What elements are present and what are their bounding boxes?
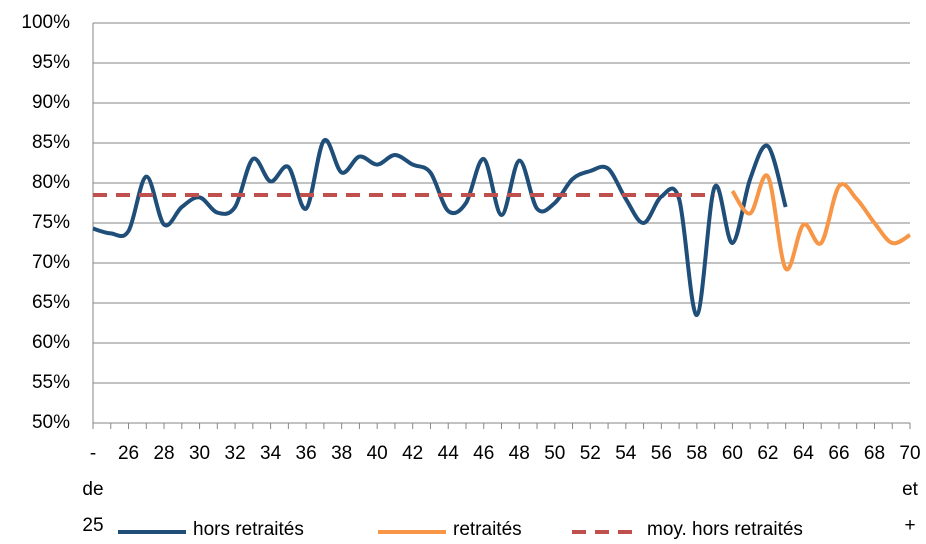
x-tick-label: 70 et +	[899, 443, 921, 536]
y-tick-label: 50%	[32, 412, 70, 433]
x-tick-label: 62	[757, 443, 779, 464]
x-tick-label: 42	[402, 443, 424, 464]
series-line	[730, 173, 912, 272]
x-tick-label: 28	[153, 443, 175, 464]
y-tick-label: 85%	[32, 132, 70, 153]
x-tick-label: 50	[544, 443, 566, 464]
x-tick-label: 56	[650, 443, 672, 464]
y-tick-label: 75%	[32, 212, 70, 233]
y-tick-label: 90%	[32, 92, 70, 113]
x-tick-label: 60	[721, 443, 743, 464]
x-tick-label: 52	[579, 443, 601, 464]
legend-label: hors retraités	[193, 519, 304, 540]
x-tick-label: 26	[117, 443, 140, 464]
x-tick-label: 36	[295, 443, 317, 464]
y-tick-label: 80%	[32, 172, 70, 193]
series-line	[92, 138, 788, 318]
x-tick-label: 66	[828, 443, 850, 464]
legend-label: moy. hors retraités	[647, 519, 803, 540]
x-tick-label: 44	[437, 443, 459, 464]
x-tick-label: 48	[508, 443, 530, 464]
x-tick-label: 46	[473, 443, 495, 464]
legend-label: retraités	[453, 519, 522, 540]
x-tick-label: 38	[331, 443, 353, 464]
x-tick-label: 54	[615, 443, 637, 464]
y-tick-label: 70%	[32, 252, 70, 273]
y-tick-label: 60%	[32, 332, 70, 353]
x-tick-label: 58	[686, 443, 708, 464]
x-tick-label: 40	[366, 443, 388, 464]
x-tick-label: 30	[188, 443, 211, 464]
x-tick-label: - de 25	[82, 443, 104, 536]
x-tick-label: 34	[260, 443, 282, 464]
x-tick-label: 68	[863, 443, 886, 464]
y-tick-label: 65%	[32, 292, 70, 313]
y-tick-label: 100%	[21, 12, 70, 33]
x-tick-label: 32	[224, 443, 246, 464]
x-tick-label: 64	[792, 443, 814, 464]
y-tick-label: 55%	[32, 372, 70, 393]
y-tick-label: 95%	[32, 52, 70, 73]
